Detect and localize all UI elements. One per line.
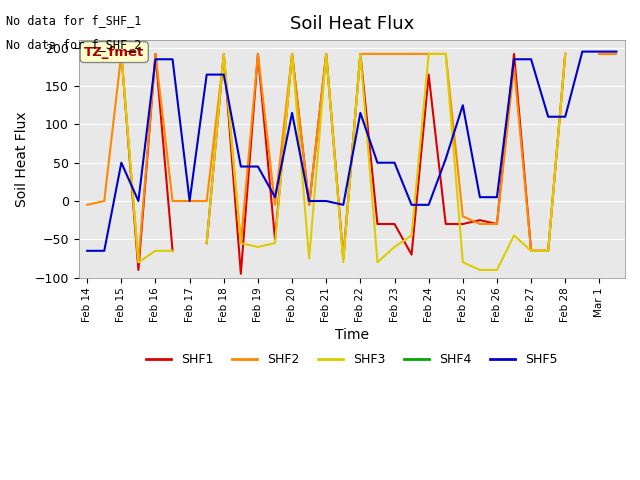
SHF5 [220,72,228,77]
SHF5 [83,248,91,254]
SHF5 [203,72,211,77]
SHF5 [237,164,244,169]
Line: SHF5: SHF5 [87,52,616,251]
SHF5 [339,202,347,208]
SHF5 [442,156,449,162]
SHF5 [374,160,381,166]
SHF5 [596,49,604,55]
SHF5 [323,198,330,204]
SHF5 [425,202,433,208]
SHF5 [476,194,484,200]
SHF5 [186,198,193,204]
SHF5 [288,110,296,116]
SHF5 [254,164,262,169]
SHF5 [579,49,586,55]
Text: TZ_fmet: TZ_fmet [84,46,145,59]
SHF5 [510,56,518,62]
Y-axis label: Soil Heat Flux: Soil Heat Flux [15,111,29,207]
Title: Soil Heat Flux: Soil Heat Flux [290,15,414,33]
SHF5 [545,114,552,120]
SHF5 [118,160,125,166]
SHF5 [305,198,313,204]
SHF5 [561,114,569,120]
Text: No data for f_SHF_1: No data for f_SHF_1 [6,14,142,27]
SHF5 [100,248,108,254]
SHF5 [134,198,142,204]
SHF5 [408,202,415,208]
SHF5 [612,49,620,55]
SHF5 [356,110,364,116]
X-axis label: Time: Time [335,328,369,342]
SHF5 [527,56,535,62]
SHF5 [493,194,500,200]
Text: No data for f_SHF_2: No data for f_SHF_2 [6,38,142,51]
SHF2 [612,51,620,57]
SHF5 [271,194,279,200]
SHF5 [152,56,159,62]
Legend: SHF1, SHF2, SHF3, SHF4, SHF5: SHF1, SHF2, SHF3, SHF4, SHF5 [141,348,563,371]
SHF5 [459,102,467,108]
SHF5 [390,160,398,166]
SHF5 [169,56,177,62]
SHF2 [596,51,604,57]
